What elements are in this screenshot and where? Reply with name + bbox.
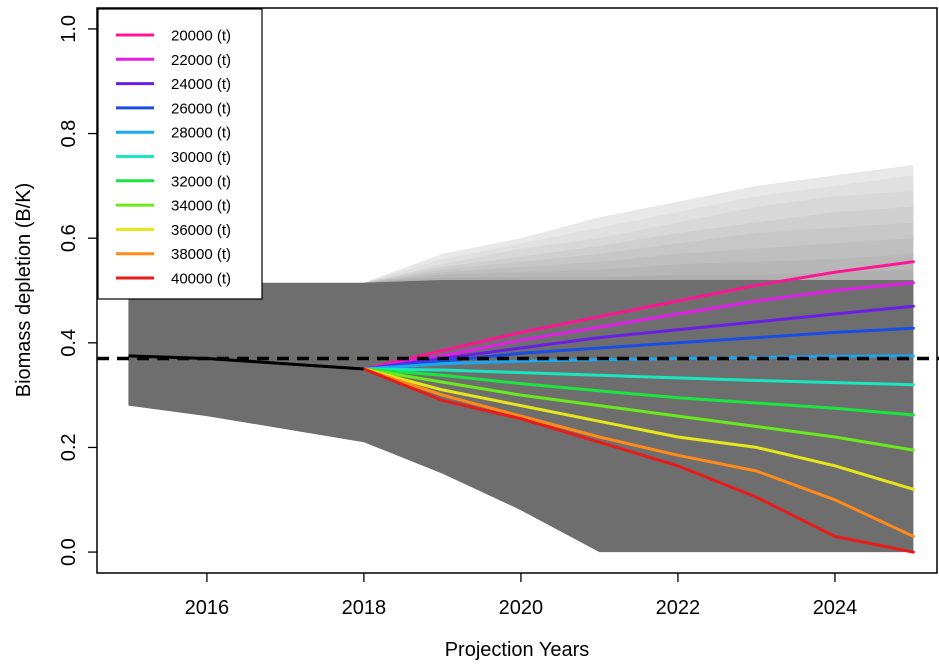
legend-label: 40000 (t) <box>171 271 231 288</box>
legend-label: 26000 (t) <box>171 100 231 117</box>
x-tick-label: 2022 <box>656 597 701 619</box>
legend-label: 20000 (t) <box>171 28 231 45</box>
x-tick-label: 2020 <box>499 597 544 619</box>
series-line-22000 <box>362 281 915 371</box>
x-tick-label: 2016 <box>185 597 230 619</box>
y-tick-label: 0.2 <box>58 433 80 461</box>
plot-frame <box>96 7 938 574</box>
legend-box <box>97 8 263 300</box>
x-tick-label: 2018 <box>342 597 387 619</box>
y-tick-label: 0.0 <box>58 538 80 566</box>
series-line-34000 <box>362 367 915 452</box>
series-line-36000 <box>362 367 915 491</box>
series-line-38000 <box>362 367 915 538</box>
series-line-30000 <box>362 367 915 387</box>
y-tick-label: 0.8 <box>58 120 80 148</box>
legend-label: 30000 (t) <box>171 149 231 166</box>
y-axis: 0.0 0.2 0.4 0.6 0.8 1.0 <box>58 15 97 566</box>
x-axis: 2016 2018 2020 2022 2024 <box>185 573 858 619</box>
series-line-20000 <box>362 260 915 371</box>
y-tick-label: 1.0 <box>58 15 80 43</box>
legend-label: 22000 (t) <box>171 52 231 69</box>
legend-label: 36000 (t) <box>171 222 231 239</box>
legend-label: 28000 (t) <box>171 125 231 142</box>
series-line-32000 <box>362 367 915 417</box>
legend-label: 32000 (t) <box>171 173 231 190</box>
x-tick-label: 2024 <box>813 597 858 619</box>
projection-series-lines <box>362 260 915 554</box>
y-tick-label: 0.6 <box>58 224 80 252</box>
series-line-40000 <box>362 367 915 554</box>
legend-label: 34000 (t) <box>171 198 231 215</box>
legend: 20000 (t) 22000 (t) 24000 (t) 26000 (t) 2800… <box>97 8 263 300</box>
y-tick-label: 0.4 <box>58 329 80 357</box>
legend-label: 24000 (t) <box>171 76 231 93</box>
legend-label: 38000 (t) <box>171 246 231 263</box>
y-axis-title: Biomass depletion (B/K) <box>13 183 35 398</box>
series-line-26000 <box>362 326 915 371</box>
x-axis-title: Projection Years <box>445 639 590 661</box>
series-line-24000 <box>362 304 915 371</box>
